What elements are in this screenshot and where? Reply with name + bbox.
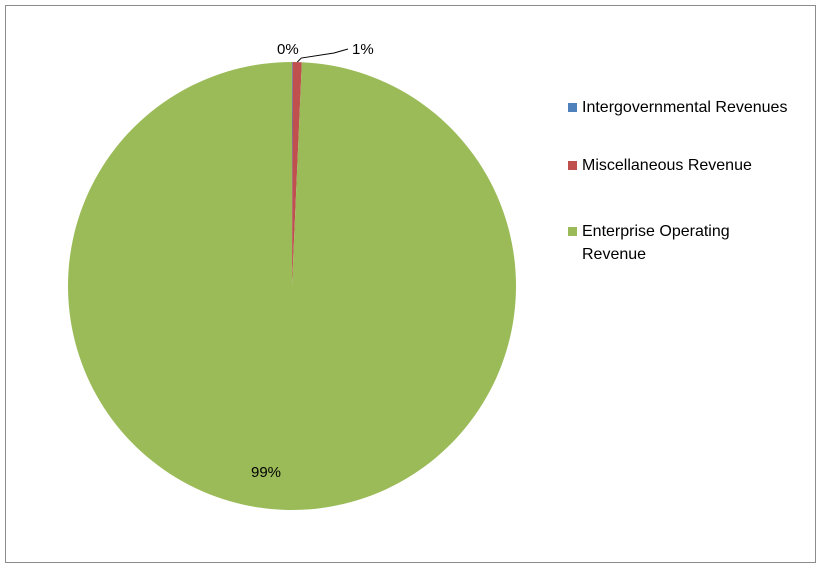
pie-slice-1	[292, 62, 293, 286]
pie-slice-3	[68, 62, 517, 510]
pie-slices	[68, 62, 517, 510]
legend-swatch-enterprise	[568, 227, 577, 236]
legend-label-intergovernmental: Intergovernmental Revenues	[582, 99, 788, 116]
pie-slice-2	[292, 62, 302, 287]
legend-swatch-miscellaneous	[568, 161, 577, 170]
legend-swatch-intergovernmental	[568, 103, 577, 112]
legend-label-miscellaneous: Miscellaneous Revenue	[582, 157, 752, 174]
data-label-1: 0%	[277, 41, 299, 58]
legend-label-enterprise: Enterprise Operating Revenue	[582, 223, 730, 263]
legend-item-intergovernmental: Intergovernmental Revenues	[568, 96, 798, 119]
data-labels: 0% 1% 99%	[251, 41, 374, 481]
legend-item-enterprise: Enterprise Operating Revenue	[568, 220, 798, 266]
data-label-2: 1%	[352, 41, 374, 58]
leader-lines	[296, 48, 349, 63]
legend-item-miscellaneous: Miscellaneous Revenue	[568, 154, 798, 177]
leader-line-misc	[296, 48, 349, 63]
data-label-3: 99%	[251, 464, 281, 481]
legend: Intergovernmental Revenues Miscellaneous…	[568, 96, 798, 301]
